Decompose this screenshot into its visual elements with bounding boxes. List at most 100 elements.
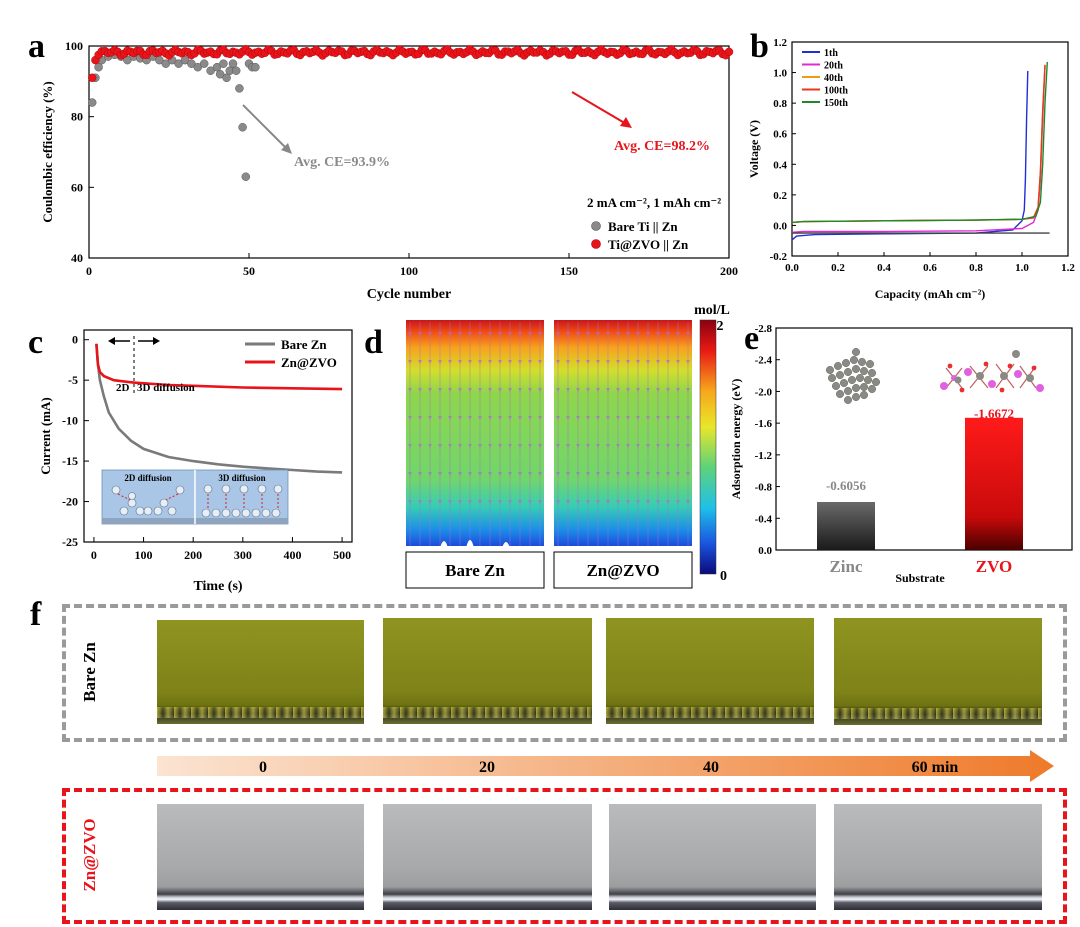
point-bare bbox=[212, 62, 222, 72]
flux-arrow bbox=[666, 332, 670, 336]
flux-arrow bbox=[566, 472, 570, 476]
flux-arrow bbox=[478, 388, 482, 392]
flux-arrow bbox=[596, 360, 600, 364]
label-zn-zvo: Zn@ZVO bbox=[586, 561, 659, 580]
flux-arrow bbox=[646, 416, 650, 420]
flux-arrow bbox=[606, 360, 610, 364]
time-60: 60 min bbox=[912, 759, 959, 776]
flux-arrow bbox=[676, 388, 680, 392]
flux-arrow bbox=[656, 444, 660, 448]
inset-2d-label: 2D diffusion bbox=[124, 473, 171, 483]
point-bare bbox=[174, 59, 183, 68]
flux-arrow bbox=[626, 500, 630, 504]
point-bare bbox=[228, 59, 238, 68]
note-2d: 2D bbox=[116, 382, 130, 394]
flux-arrow bbox=[408, 472, 412, 476]
xtick-label-b: 0.0 bbox=[785, 262, 799, 274]
ytick-label-c: -10 bbox=[62, 414, 78, 428]
frame-zn-zvo bbox=[62, 788, 1067, 924]
flux-arrow bbox=[438, 416, 442, 420]
panel-e: e 0.0 -0.4 -0.8 -1.2 -1.6 -2.0 -2.4 -2.8 bbox=[729, 318, 1080, 598]
panel-label-c: c bbox=[28, 324, 44, 361]
flux-arrow bbox=[418, 472, 422, 476]
flux-arrow bbox=[418, 500, 422, 504]
ylabel-a: Coulombic efficiency (%) bbox=[40, 81, 55, 223]
legend-label-b: 20th bbox=[824, 61, 843, 72]
point-bare bbox=[193, 62, 203, 72]
xtick-label-a: 50 bbox=[243, 264, 255, 278]
flux-arrow bbox=[478, 360, 482, 364]
flux-arrow bbox=[408, 360, 412, 364]
flux-arrow bbox=[666, 472, 670, 476]
legend-c-grey: Bare Zn bbox=[281, 337, 327, 352]
xtick-label-b: 0.6 bbox=[923, 262, 937, 274]
flux-arrow bbox=[586, 472, 590, 476]
cbar-max: 2 bbox=[717, 319, 724, 334]
xtick-label-a: 200 bbox=[720, 264, 738, 278]
plot-frame-e bbox=[775, 327, 1073, 551]
flux-arrow bbox=[428, 472, 432, 476]
flux-arrow bbox=[508, 332, 512, 336]
time-40: 40 bbox=[703, 759, 719, 776]
flux-arrow bbox=[576, 416, 580, 420]
flux-arrow bbox=[508, 500, 512, 504]
flux-arrow bbox=[508, 472, 512, 476]
row-label-zn-zvo: Zn@ZVO bbox=[80, 818, 99, 892]
category-zinc: Zinc bbox=[829, 557, 863, 576]
flux-arrow bbox=[488, 472, 492, 476]
flux-arrow bbox=[596, 388, 600, 392]
flux-arrow bbox=[636, 416, 640, 420]
point-bare bbox=[231, 66, 241, 75]
flux-arrow bbox=[656, 500, 660, 504]
flux-arrow bbox=[488, 416, 492, 420]
flux-arrow bbox=[498, 360, 502, 364]
flux-arrow bbox=[596, 472, 600, 476]
xtick-label-c: 100 bbox=[135, 548, 153, 562]
panel-c: c 0 100 200 300 400 500 0 -5 -10 -15 -20 -25 2D 3D … bbox=[0, 318, 360, 598]
panel-a: a 0 50 100 150 200 40 60 80 100 Avg. CE=93.9% Av… bbox=[0, 0, 740, 310]
legend-label-b: 100th bbox=[824, 86, 848, 97]
panel-label-b: b bbox=[750, 28, 769, 65]
flux-arrow bbox=[478, 332, 482, 336]
flux-arrow bbox=[448, 416, 452, 420]
flux-arrow bbox=[468, 360, 472, 364]
flux-arrow bbox=[686, 360, 690, 364]
flux-arrow bbox=[656, 388, 660, 392]
flux-arrow bbox=[646, 332, 650, 336]
legend-marker-grey bbox=[591, 221, 601, 231]
map-zn-zvo bbox=[554, 320, 692, 548]
ytick-label-c: -25 bbox=[62, 535, 78, 549]
flux-arrow bbox=[556, 444, 560, 448]
flux-arrow bbox=[538, 500, 542, 504]
point-bare bbox=[241, 172, 251, 181]
arrow-grey bbox=[242, 104, 290, 152]
flux-arrow bbox=[636, 360, 640, 364]
time-0: 0 bbox=[259, 759, 267, 776]
concentration-map: Bare Zn Zn@ZVO mol/L 2 0 bbox=[405, 303, 730, 589]
xlabel-b: Capacity (mAh cm⁻²) bbox=[875, 287, 986, 301]
flux-arrow bbox=[676, 360, 680, 364]
flux-arrow bbox=[438, 360, 442, 364]
flux-arrow bbox=[656, 416, 660, 420]
flux-arrow bbox=[488, 360, 492, 364]
photo-zvo-40 bbox=[609, 804, 816, 910]
flux-arrow bbox=[616, 332, 620, 336]
photo-bare-20 bbox=[383, 618, 592, 724]
flux-arrow bbox=[468, 472, 472, 476]
point-zvo bbox=[87, 73, 97, 83]
flux-arrow bbox=[408, 388, 412, 392]
panel-label-f: f bbox=[30, 596, 42, 633]
flux-arrow bbox=[408, 500, 412, 504]
flux-arrow bbox=[686, 472, 690, 476]
flux-arrow bbox=[458, 500, 462, 504]
flux-arrow bbox=[676, 444, 680, 448]
xtick-label-a: 150 bbox=[560, 264, 578, 278]
flux-arrow bbox=[656, 360, 660, 364]
flux-arrow bbox=[408, 444, 412, 448]
label-box-bare bbox=[405, 551, 545, 589]
time-arrow: 0 20 40 60 min bbox=[157, 750, 1054, 782]
ylabel-c: Current (mA) bbox=[38, 397, 53, 474]
flux-arrow bbox=[408, 332, 412, 336]
curve-150th bbox=[791, 61, 1048, 224]
point-bare bbox=[199, 59, 209, 68]
